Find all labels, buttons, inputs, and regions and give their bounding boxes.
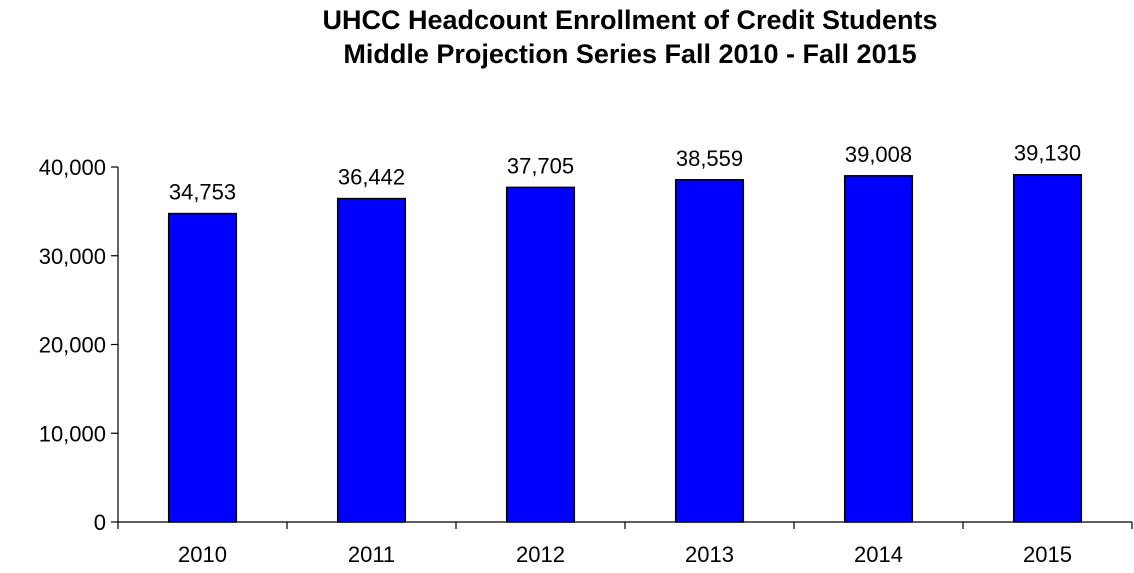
bar-2012 [505,186,576,523]
x-tick-label-2011: 2011 [348,542,395,567]
x-tick-label-2013: 2013 [685,542,734,567]
x-tick-label-2015: 2015 [1023,542,1072,567]
chart-subtitle: Middle Projection Series Fall 2010 - Fal… [343,39,916,69]
bar-2010 [167,212,238,523]
bar-2013 [674,179,745,523]
bars [167,173,1083,523]
y-tick-label: 10,000 [39,421,106,446]
x-tick-label-2012: 2012 [516,542,565,567]
bar-2011 [336,197,407,523]
y-tick-label: 30,000 [39,244,106,269]
data-label-2014: 39,008 [845,142,912,167]
bar-2014 [843,175,914,523]
x-tick-label-2014: 2014 [854,542,903,567]
y-tick-label: 0 [94,510,106,535]
y-tick-label: 40,000 [39,155,106,180]
data-label-2011: 36,442 [338,165,405,190]
data-label-2010: 34,753 [169,180,236,205]
bar-2015 [1012,173,1083,523]
chart-title: UHCC Headcount Enrollment of Credit Stud… [322,5,937,35]
data-label-2013: 38,559 [676,146,743,171]
axes: 0 10,000 20,000 30,000 40,000 [39,155,1133,535]
y-tick-label: 20,000 [39,333,106,358]
labels: 34,753 2010 36,442 2011 37,705 2012 38,559 2013… [169,141,1081,567]
data-label-2012: 37,705 [507,153,574,178]
x-tick-label-2010: 2010 [178,542,227,567]
data-label-2015: 39,130 [1014,141,1081,166]
